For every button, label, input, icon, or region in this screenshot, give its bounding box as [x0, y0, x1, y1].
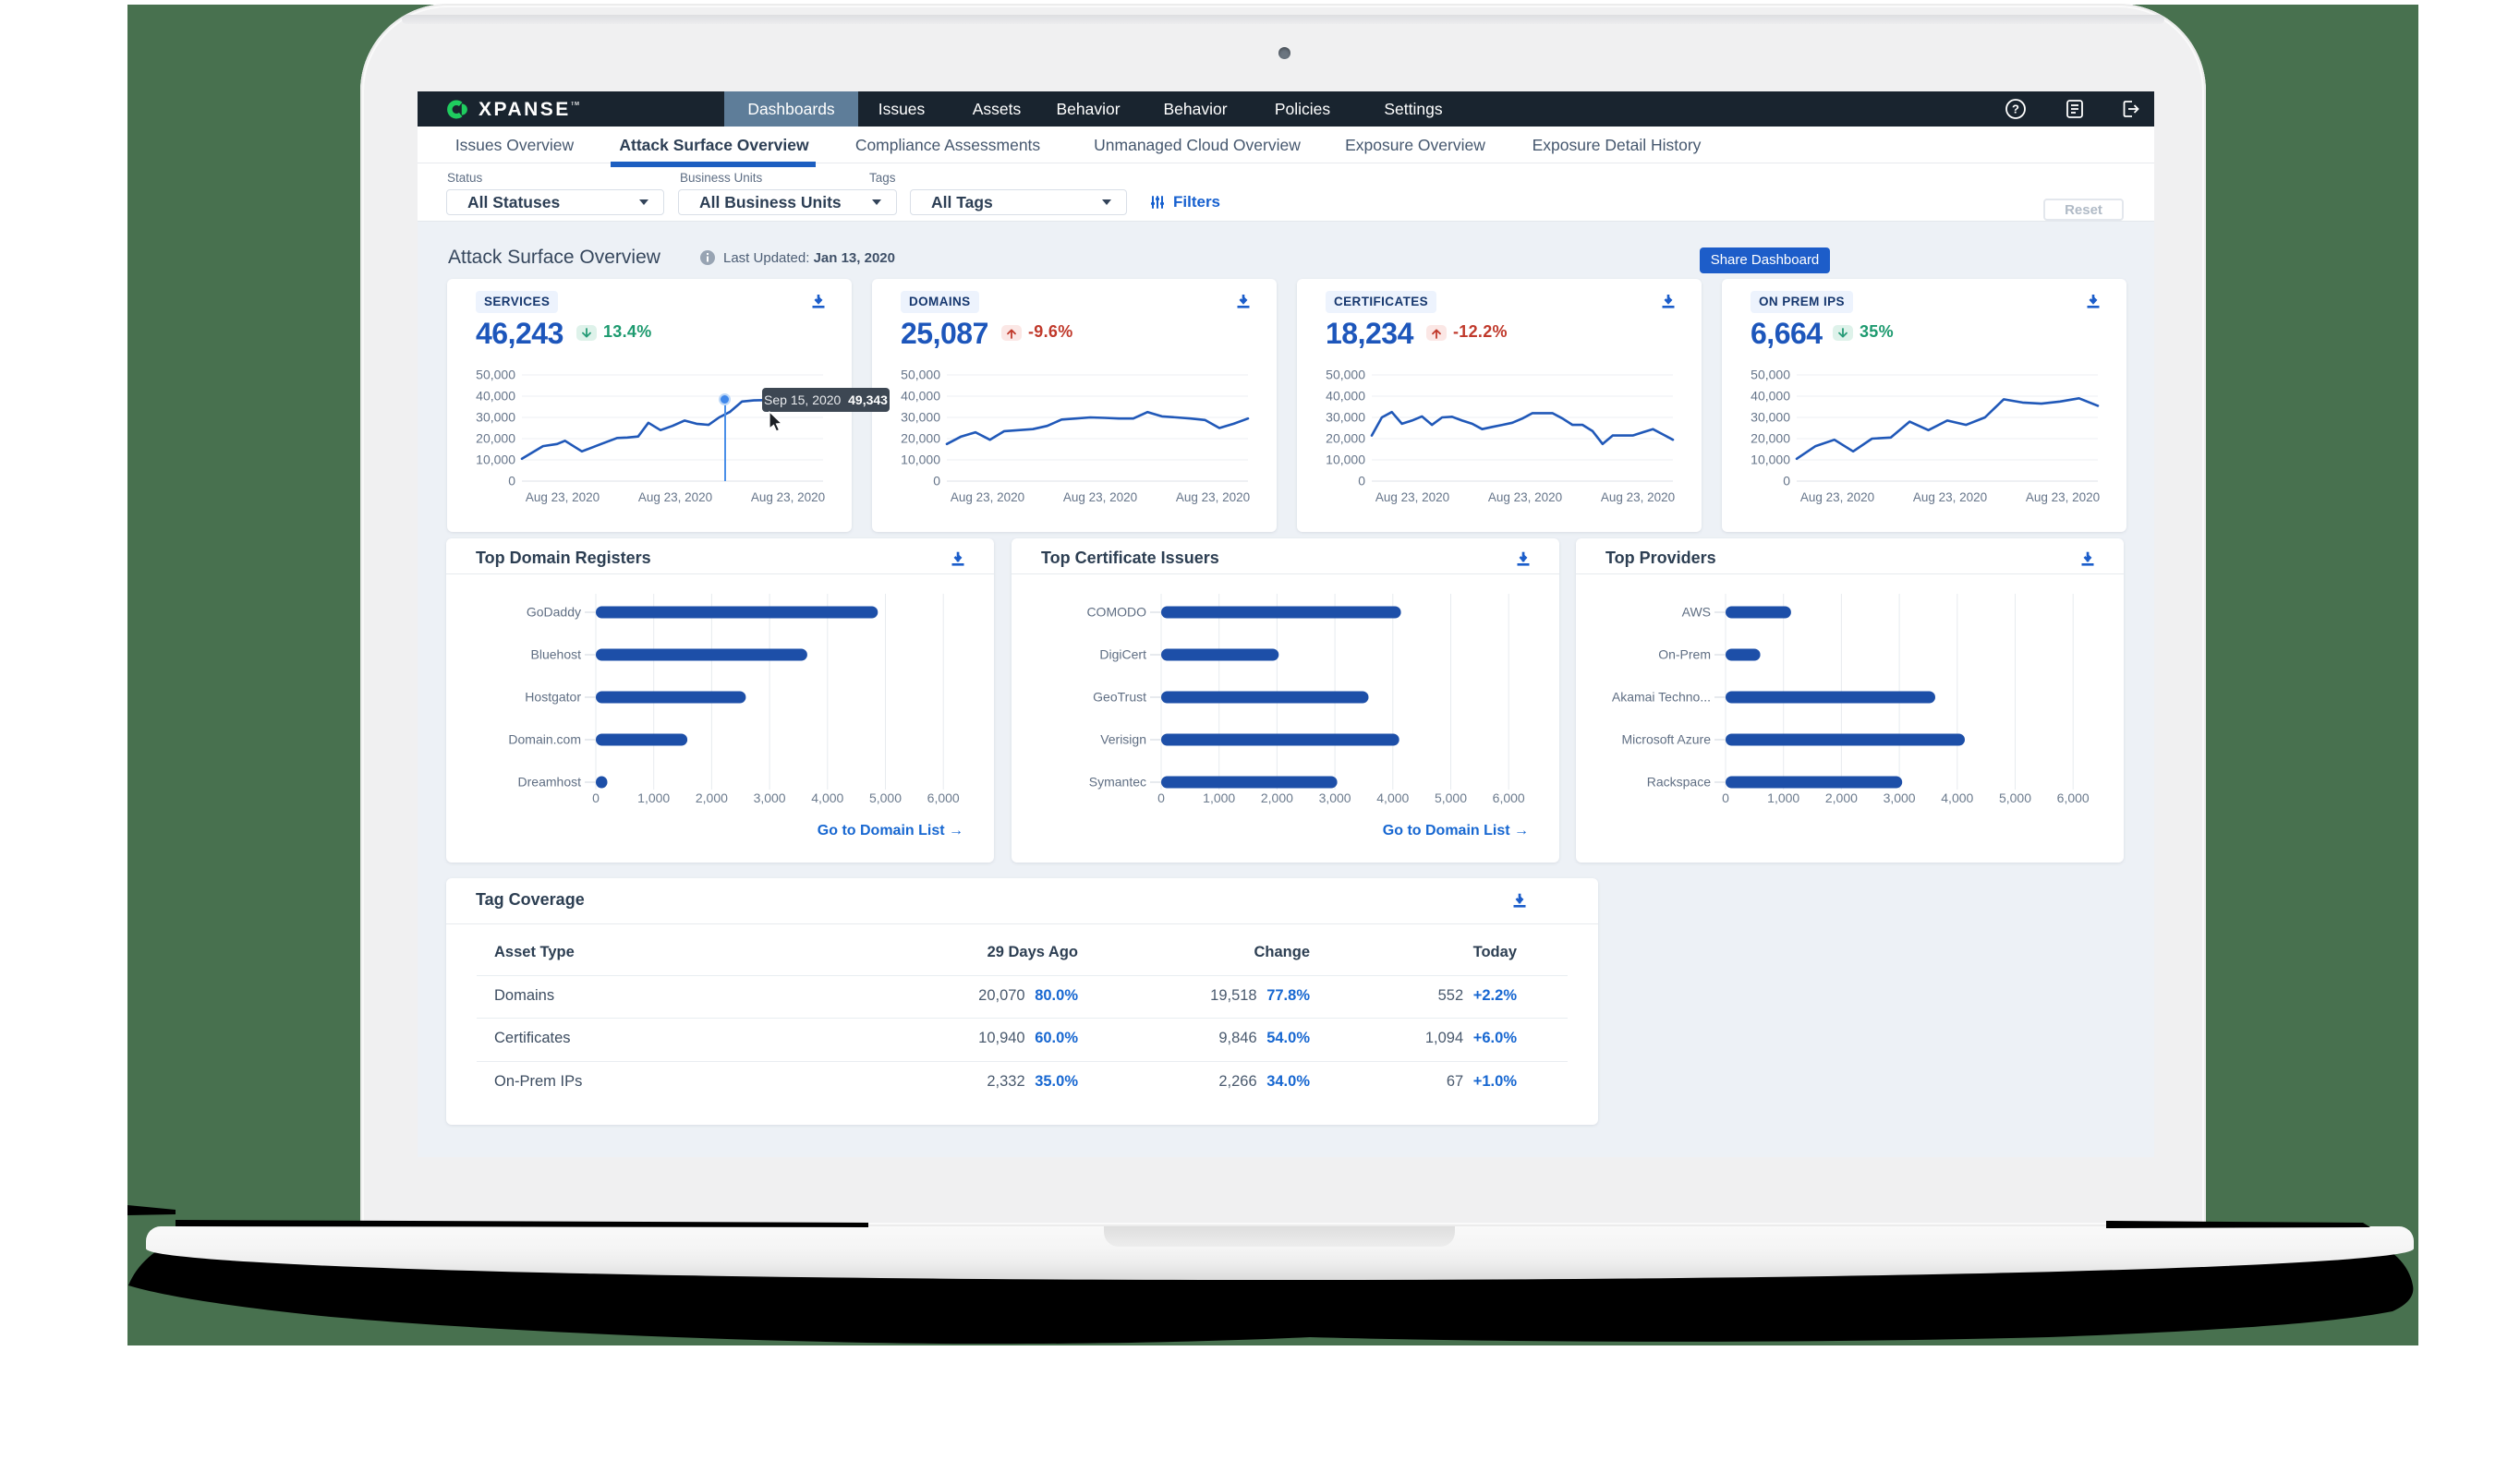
svg-text:0: 0	[1722, 790, 1729, 805]
svg-text:10,000: 10,000	[1326, 452, 1365, 467]
svg-text:?: ?	[2012, 103, 2019, 116]
svg-text:Aug 23, 2020: Aug 23, 2020	[1601, 490, 1675, 504]
svg-text:GoDaddy: GoDaddy	[527, 605, 581, 620]
svg-text:On-Prem: On-Prem	[1658, 647, 1711, 662]
svg-text:6,000: 6,000	[1493, 790, 1525, 805]
svg-text:Symantec: Symantec	[1089, 775, 1146, 790]
svg-text:0: 0	[1783, 474, 1790, 489]
svg-text:Verisign: Verisign	[1100, 732, 1146, 747]
svg-text:5,000: 5,000	[1999, 790, 2031, 805]
svg-text:Aug 23, 2020: Aug 23, 2020	[1375, 490, 1449, 504]
svg-text:10,000: 10,000	[901, 452, 940, 467]
svg-text:40,000: 40,000	[1326, 389, 1365, 404]
svg-text:1,000: 1,000	[1767, 790, 1799, 805]
svg-text:0: 0	[592, 790, 600, 805]
svg-text:Bluehost: Bluehost	[531, 647, 582, 662]
svg-text:Hostgator: Hostgator	[525, 690, 581, 705]
svg-text:30,000: 30,000	[901, 410, 940, 425]
svg-text:Aug 23, 2020: Aug 23, 2020	[638, 490, 712, 504]
svg-text:6,000: 6,000	[927, 790, 960, 805]
svg-text:0: 0	[933, 474, 940, 489]
svg-text:Rackspace: Rackspace	[1647, 775, 1711, 790]
svg-text:2,000: 2,000	[1825, 790, 1858, 805]
svg-text:40,000: 40,000	[901, 389, 940, 404]
svg-text:20,000: 20,000	[1751, 431, 1790, 446]
svg-text:6,000: 6,000	[2057, 790, 2090, 805]
svg-text:5,000: 5,000	[1435, 790, 1467, 805]
svg-text:30,000: 30,000	[1751, 410, 1790, 425]
svg-text:0: 0	[1157, 790, 1165, 805]
svg-text:2,000: 2,000	[1261, 790, 1293, 805]
svg-text:2,000: 2,000	[696, 790, 728, 805]
svg-text:Domain.com: Domain.com	[508, 732, 581, 747]
svg-text:3,000: 3,000	[1319, 790, 1351, 805]
svg-text:5,000: 5,000	[869, 790, 902, 805]
svg-text:4,000: 4,000	[1376, 790, 1409, 805]
svg-text:COMODO: COMODO	[1086, 605, 1146, 620]
svg-text:Aug 23, 2020: Aug 23, 2020	[1488, 490, 1562, 504]
svg-text:30,000: 30,000	[476, 410, 515, 425]
svg-text:Dreamhost: Dreamhost	[518, 775, 582, 790]
svg-text:Microsoft Azure: Microsoft Azure	[1622, 732, 1712, 747]
svg-text:Aug 23, 2020: Aug 23, 2020	[526, 490, 600, 504]
svg-text:10,000: 10,000	[1751, 452, 1790, 467]
svg-text:40,000: 40,000	[1751, 389, 1790, 404]
svg-text:Aug 23, 2020: Aug 23, 2020	[1063, 490, 1137, 504]
svg-text:Aug 23, 2020: Aug 23, 2020	[951, 490, 1024, 504]
svg-text:0: 0	[1358, 474, 1365, 489]
svg-text:Aug 23, 2020: Aug 23, 2020	[1913, 490, 1987, 504]
svg-text:Akamai Techno...: Akamai Techno...	[1612, 690, 1711, 705]
svg-text:3,000: 3,000	[1884, 790, 1916, 805]
svg-text:Aug 23, 2020: Aug 23, 2020	[1176, 490, 1250, 504]
svg-text:50,000: 50,000	[1326, 368, 1365, 382]
svg-text:10,000: 10,000	[476, 452, 515, 467]
svg-text:4,000: 4,000	[1941, 790, 1973, 805]
svg-text:50,000: 50,000	[476, 368, 515, 382]
svg-text:30,000: 30,000	[1326, 410, 1365, 425]
svg-text:3,000: 3,000	[754, 790, 786, 805]
svg-text:0: 0	[508, 474, 515, 489]
svg-text:GeoTrust: GeoTrust	[1093, 690, 1146, 705]
svg-text:DigiCert: DigiCert	[1099, 647, 1146, 662]
svg-text:1,000: 1,000	[1203, 790, 1235, 805]
svg-text:Aug 23, 2020: Aug 23, 2020	[1800, 490, 1874, 504]
svg-text:50,000: 50,000	[901, 368, 940, 382]
svg-text:20,000: 20,000	[901, 431, 940, 446]
svg-text:40,000: 40,000	[476, 389, 515, 404]
svg-text:20,000: 20,000	[476, 431, 515, 446]
svg-text:20,000: 20,000	[1326, 431, 1365, 446]
svg-text:AWS: AWS	[1682, 605, 1711, 620]
svg-text:Aug 23, 2020: Aug 23, 2020	[751, 490, 825, 504]
svg-text:Aug 23, 2020: Aug 23, 2020	[2026, 490, 2100, 504]
svg-text:4,000: 4,000	[811, 790, 843, 805]
svg-text:1,000: 1,000	[637, 790, 670, 805]
svg-text:50,000: 50,000	[1751, 368, 1790, 382]
